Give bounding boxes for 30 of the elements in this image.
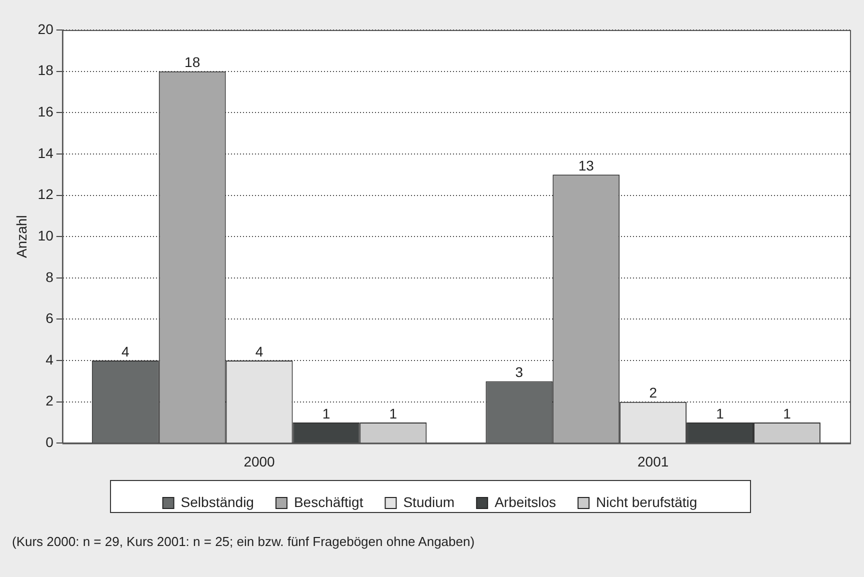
data-label: 18	[184, 54, 200, 70]
data-label: 1	[783, 405, 792, 422]
y-axis-title: Anzahl	[13, 215, 30, 258]
y-tick-label: 4	[46, 351, 54, 368]
y-tick-label: 18	[38, 62, 54, 78]
y-tick-label: 6	[46, 310, 54, 326]
y-tick-label: 12	[38, 186, 54, 202]
data-label: 3	[515, 364, 524, 380]
legend-label: Studium	[403, 494, 455, 510]
data-label: 13	[578, 157, 594, 174]
data-label: 2	[649, 384, 658, 401]
y-tick-label: 16	[38, 104, 54, 120]
y-tick-label: 2	[46, 392, 54, 409]
text: (Kurs 2000: n = 29, Kurs 2001: n = 25; ein bzw. fünf Fragebögen ohne Angaben)	[12, 534, 475, 549]
y-tick-label: 14	[38, 144, 54, 161]
data-label: 4	[255, 343, 264, 360]
data-label: 1	[389, 405, 398, 422]
legend-label: Beschäftigt	[294, 494, 364, 510]
y-tick-label: 0	[46, 434, 54, 450]
legend-label: Arbeitslos	[494, 494, 556, 510]
x-tick-label: 2001	[638, 453, 669, 470]
legend-label: Selbständig	[180, 494, 254, 510]
x-tick-label: 2000	[244, 453, 276, 470]
legend-label: Nicht berufstätig	[596, 494, 698, 510]
y-tick-label: 8	[46, 268, 54, 285]
data-label: 1	[322, 405, 330, 422]
y-tick-label: 20	[38, 20, 54, 37]
y-tick-label: 10	[38, 227, 54, 244]
data-label: 1	[716, 405, 724, 422]
data-label: 4	[121, 343, 130, 360]
